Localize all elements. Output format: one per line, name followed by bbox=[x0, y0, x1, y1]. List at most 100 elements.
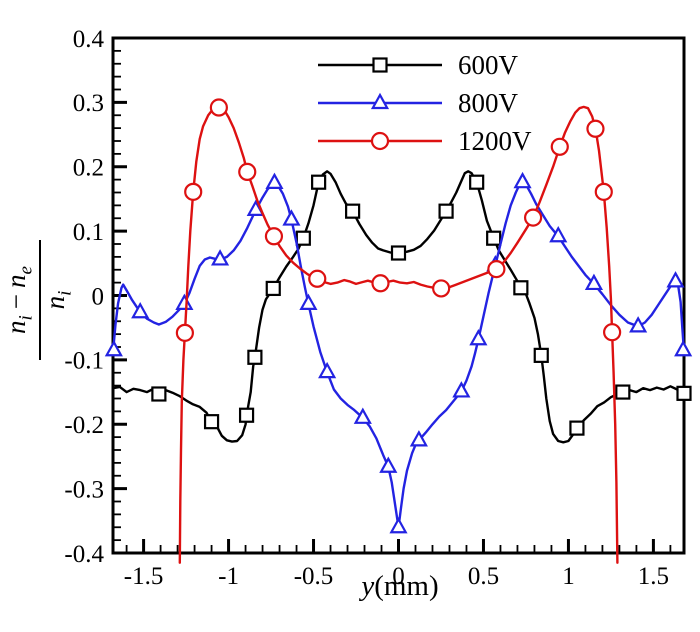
x-tick-label: 0 bbox=[392, 563, 405, 590]
y-tick-label: -0.4 bbox=[64, 541, 104, 568]
x-axis-units: (mm) bbox=[374, 570, 439, 602]
series-800V bbox=[104, 171, 693, 534]
legend-label-600v: 600V bbox=[458, 49, 518, 80]
triangle-marker bbox=[674, 339, 693, 357]
x-tick-label: -1 bbox=[218, 563, 239, 590]
numerator-n1: n bbox=[0, 320, 31, 334]
legend: 600V 800V 1200V bbox=[316, 46, 532, 160]
y-tick-label: 0.1 bbox=[73, 219, 104, 246]
triangle-marker bbox=[513, 171, 532, 189]
triangle-marker bbox=[175, 293, 194, 310]
circle-marker bbox=[432, 279, 451, 298]
legend-swatch-1200v bbox=[318, 131, 442, 151]
legend-item-1200v: 1200V bbox=[316, 122, 532, 160]
square-marker bbox=[390, 245, 407, 261]
circle-marker bbox=[264, 227, 284, 246]
circle-marker bbox=[175, 323, 194, 342]
series-600V bbox=[111, 170, 692, 444]
circle-marker bbox=[603, 323, 622, 342]
fraction-denominator: ni bbox=[40, 240, 76, 360]
y-tick-label: -0.1 bbox=[64, 348, 104, 375]
triangle-marker bbox=[318, 361, 337, 379]
circle-marker bbox=[371, 274, 390, 293]
square-marker bbox=[438, 203, 454, 219]
x-tick-label: -1.5 bbox=[124, 563, 164, 590]
legend-swatch-600v bbox=[318, 57, 442, 73]
denominator-sub-i: i bbox=[54, 290, 76, 296]
triangle-marker bbox=[584, 273, 603, 291]
legend-label-1200v: 1200V bbox=[458, 125, 532, 156]
triangle-marker bbox=[131, 301, 150, 319]
square-marker bbox=[372, 57, 388, 73]
circle-marker bbox=[594, 182, 613, 201]
circle-marker bbox=[184, 182, 203, 201]
y-axis-fraction: ni−ne ni bbox=[0, 240, 76, 360]
triangle-marker bbox=[210, 249, 230, 266]
circle-marker bbox=[209, 98, 228, 117]
square-marker bbox=[311, 174, 327, 190]
y-tick-label: 0.2 bbox=[73, 155, 104, 182]
y-tick-label: -0.3 bbox=[64, 476, 104, 503]
legend-item-600v: 600V bbox=[316, 46, 532, 84]
triangle-marker bbox=[379, 456, 398, 473]
triangle-marker bbox=[409, 430, 428, 447]
circle-marker bbox=[238, 162, 257, 181]
circle-marker bbox=[586, 119, 605, 138]
circle-marker bbox=[370, 131, 390, 151]
square-marker bbox=[513, 280, 529, 296]
x-tick-label: 1.5 bbox=[638, 563, 669, 590]
triangle-marker bbox=[370, 92, 390, 110]
x-axis-variable: y bbox=[361, 570, 375, 602]
circle-marker bbox=[308, 269, 327, 288]
triangle-marker bbox=[549, 226, 568, 243]
circle-marker bbox=[523, 208, 543, 227]
denominator-n: n bbox=[40, 295, 70, 310]
minus-sign: − bbox=[0, 293, 31, 310]
x-axis-title: y(mm) bbox=[320, 570, 480, 603]
square-marker bbox=[469, 174, 485, 190]
square-marker bbox=[345, 203, 361, 219]
numerator-n2: n bbox=[0, 274, 31, 288]
y-tick-label: 0 bbox=[92, 283, 105, 310]
square-marker bbox=[486, 230, 502, 246]
square-marker bbox=[295, 230, 311, 246]
y-axis-title: ni−ne ni bbox=[1, 215, 75, 385]
circle-marker bbox=[487, 260, 506, 279]
square-marker bbox=[265, 280, 281, 297]
axis-major-ticks bbox=[114, 36, 655, 555]
legend-label-800v: 800V bbox=[458, 87, 518, 118]
y-tick-label: -0.2 bbox=[64, 412, 104, 439]
series-line-600V bbox=[111, 170, 686, 444]
triangle-marker bbox=[282, 209, 301, 226]
y-tick-label: 0.3 bbox=[73, 90, 104, 117]
x-tick-label: -0.5 bbox=[294, 563, 334, 590]
triangle-marker bbox=[353, 407, 372, 424]
x-tick-label: 1 bbox=[562, 563, 575, 590]
triangle-marker bbox=[666, 271, 685, 288]
triangle-marker bbox=[299, 293, 318, 310]
square-marker bbox=[247, 349, 263, 365]
numerator-sub-e: e bbox=[15, 266, 37, 275]
axis-minor-ticks bbox=[114, 49, 672, 552]
square-marker bbox=[533, 347, 549, 363]
series-1200V bbox=[175, 98, 622, 564]
triangle-marker bbox=[629, 316, 648, 333]
x-tick-label: 0.5 bbox=[468, 563, 499, 590]
triangle-marker bbox=[265, 172, 284, 189]
numerator-sub-i: i bbox=[15, 315, 37, 321]
circle-marker bbox=[550, 137, 569, 156]
fraction-numerator: ni−ne bbox=[0, 240, 37, 360]
square-marker bbox=[203, 414, 220, 430]
series-line-800V bbox=[111, 181, 686, 529]
triangle-marker bbox=[469, 329, 488, 346]
legend-swatch-800v bbox=[318, 92, 442, 110]
square-marker bbox=[676, 385, 692, 401]
square-marker bbox=[569, 420, 585, 436]
plot-border bbox=[111, 36, 686, 555]
square-marker bbox=[151, 386, 167, 402]
triangle-marker bbox=[452, 381, 471, 398]
triangle-marker bbox=[104, 339, 123, 357]
square-marker bbox=[615, 384, 631, 400]
